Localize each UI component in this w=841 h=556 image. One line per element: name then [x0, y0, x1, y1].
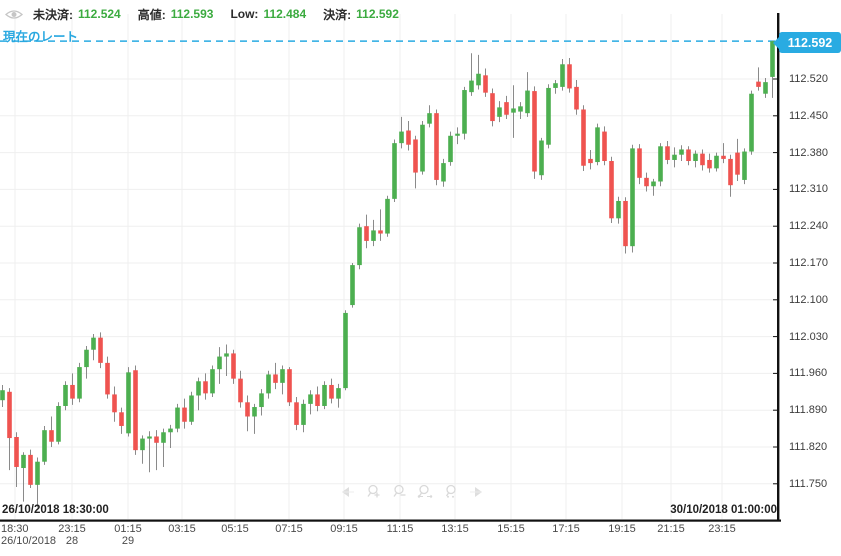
zoom-in-icon[interactable] — [360, 483, 386, 501]
price-tick-label: 112.380 — [789, 146, 828, 159]
price-tick-label: 111.750 — [789, 477, 828, 490]
price-tick-label: 111.960 — [789, 367, 828, 380]
close-value: 112.592 — [356, 7, 399, 21]
price-tick-label: 112.170 — [789, 256, 828, 269]
current-rate-badge: 112.592 — [773, 32, 841, 53]
price-tick-label: 112.030 — [789, 330, 828, 343]
ohlc-header: 未決済: 112.524 高値: 112.593 Low: 112.484 決済… — [5, 5, 416, 23]
time-tick-sublabel: 29 — [121, 535, 135, 547]
high-field: 高値: 112.593 — [138, 6, 214, 23]
low-value: 112.484 — [263, 7, 307, 21]
price-tick-label: 112.100 — [789, 293, 828, 306]
candles-layer[interactable] — [0, 40, 775, 508]
price-tick-label: 111.820 — [789, 440, 828, 453]
scroll-right-icon[interactable] — [464, 483, 490, 501]
open-value: 112.524 — [78, 7, 121, 21]
price-tick-label: 112.240 — [789, 220, 828, 233]
high-label: 高値: — [137, 7, 166, 22]
time-tick-label: 05:15 — [221, 523, 249, 535]
time-tick-label: 21:15 — [657, 523, 685, 535]
zoom-horizontal-icon[interactable] — [412, 483, 438, 501]
close-label: 決済: — [323, 7, 352, 22]
time-tick-label: 23:15 — [58, 523, 86, 535]
time-tick-sublabel: 28 — [65, 535, 79, 547]
price-axis-line — [777, 13, 780, 522]
time-tick-label: 15:15 — [497, 523, 525, 535]
gridlines — [0, 14, 777, 519]
zoom-out-icon[interactable] — [386, 483, 412, 501]
time-tick-label: 23:15 — [708, 523, 736, 535]
time-tick-label: 17:15 — [552, 523, 580, 535]
price-tick-label: 112.520 — [789, 73, 828, 85]
low-label: Low: — [230, 7, 259, 21]
low-field: Low: 112.484 — [230, 7, 306, 21]
time-tick-label: 18:30 — [1, 523, 29, 535]
high-value: 112.593 — [170, 7, 214, 21]
current-rate-label: 現在のレート — [3, 30, 79, 44]
time-axis-line — [0, 519, 781, 522]
chart-toolbar — [334, 483, 490, 501]
time-tick-label: 09:15 — [330, 523, 358, 535]
price-tick-label: 112.450 — [789, 109, 828, 122]
price-tick-label: 112.310 — [789, 183, 828, 196]
visible-range-end: 30/10/2018 01:00:00 — [670, 504, 777, 516]
zoom-selection-icon[interactable] — [438, 483, 464, 501]
close-field: 決済: 112.592 — [323, 6, 399, 23]
price-tick-label: 111.890 — [789, 404, 828, 417]
time-tick-label: 07:15 — [275, 523, 303, 535]
open-label: 未決済: — [33, 7, 73, 22]
time-tick-label: 03:15 — [168, 523, 196, 535]
scroll-left-icon[interactable] — [334, 483, 360, 501]
time-tick-sublabel: 26/10/2018 — [1, 535, 57, 547]
visible-range-start: 26/10/2018 18:30:00 — [2, 504, 109, 516]
time-tick-label: 11:15 — [386, 523, 414, 535]
eye-icon[interactable] — [5, 8, 23, 21]
open-field: 未決済: 112.524 — [33, 6, 121, 23]
time-tick-label: 01:15 — [114, 523, 142, 535]
time-tick-label: 13:15 — [441, 523, 469, 535]
time-tick-label: 19:15 — [608, 523, 636, 535]
